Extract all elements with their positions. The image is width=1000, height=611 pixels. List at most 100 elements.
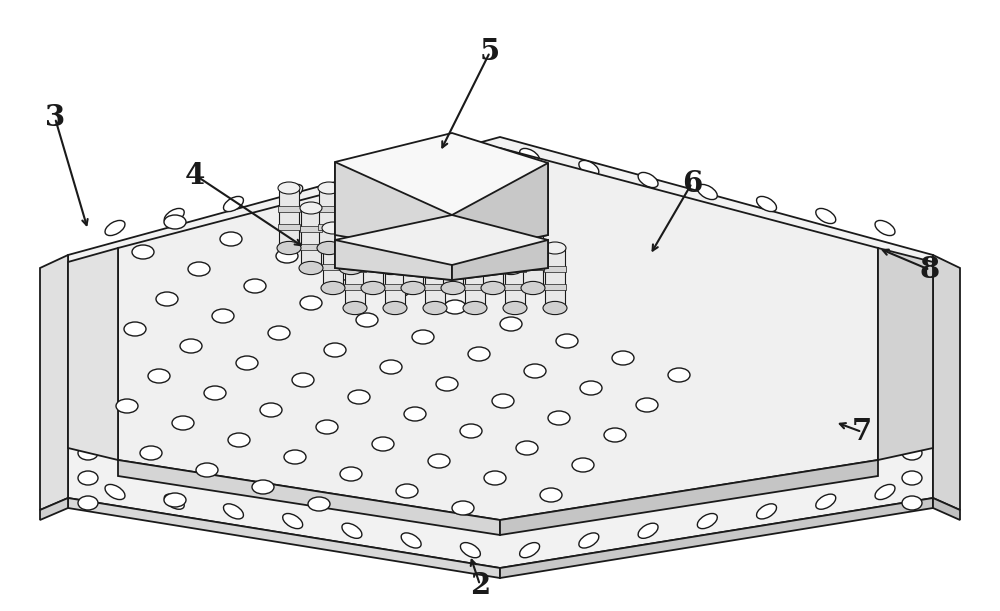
Ellipse shape [540, 488, 562, 502]
Ellipse shape [318, 182, 340, 194]
Ellipse shape [460, 424, 482, 438]
Ellipse shape [484, 471, 506, 485]
Polygon shape [403, 228, 423, 288]
Ellipse shape [544, 242, 566, 254]
Ellipse shape [78, 446, 98, 460]
Ellipse shape [164, 493, 186, 507]
Polygon shape [465, 248, 485, 308]
Ellipse shape [902, 396, 922, 410]
Ellipse shape [402, 222, 424, 234]
Ellipse shape [78, 471, 98, 485]
Polygon shape [438, 206, 460, 212]
Polygon shape [335, 240, 452, 280]
Ellipse shape [481, 282, 505, 295]
Polygon shape [68, 137, 933, 568]
Ellipse shape [902, 496, 922, 510]
Ellipse shape [423, 301, 447, 315]
Ellipse shape [902, 371, 922, 385]
Ellipse shape [428, 454, 450, 468]
Polygon shape [398, 206, 420, 212]
Text: 8: 8 [920, 255, 940, 285]
Ellipse shape [520, 543, 540, 558]
Ellipse shape [504, 242, 526, 254]
Ellipse shape [902, 321, 922, 335]
Ellipse shape [499, 262, 523, 274]
Polygon shape [344, 266, 366, 272]
Ellipse shape [388, 283, 410, 297]
Ellipse shape [380, 202, 402, 214]
Ellipse shape [308, 497, 330, 511]
Polygon shape [381, 208, 401, 268]
Ellipse shape [902, 296, 922, 310]
Polygon shape [500, 498, 933, 578]
Polygon shape [380, 244, 402, 250]
Ellipse shape [424, 242, 446, 254]
Polygon shape [323, 228, 343, 288]
Polygon shape [335, 133, 548, 255]
Ellipse shape [875, 221, 895, 236]
Polygon shape [340, 226, 362, 232]
Ellipse shape [463, 301, 487, 315]
Polygon shape [362, 246, 384, 252]
Ellipse shape [164, 215, 186, 229]
Polygon shape [380, 226, 402, 232]
Polygon shape [461, 208, 481, 268]
Ellipse shape [459, 262, 483, 274]
Polygon shape [442, 246, 464, 252]
Polygon shape [322, 246, 344, 252]
Ellipse shape [816, 208, 836, 224]
Ellipse shape [757, 196, 777, 211]
Polygon shape [362, 264, 384, 270]
Ellipse shape [343, 301, 367, 315]
Text: 7: 7 [852, 417, 872, 447]
Ellipse shape [300, 202, 322, 214]
Ellipse shape [116, 399, 138, 413]
Ellipse shape [78, 271, 98, 285]
Ellipse shape [464, 242, 486, 254]
Ellipse shape [543, 301, 567, 315]
Ellipse shape [124, 322, 146, 336]
Polygon shape [439, 188, 459, 248]
Ellipse shape [342, 523, 362, 538]
Ellipse shape [344, 242, 366, 254]
Polygon shape [504, 266, 526, 272]
Ellipse shape [223, 196, 243, 211]
Polygon shape [501, 208, 521, 268]
Polygon shape [483, 228, 503, 288]
Ellipse shape [284, 450, 306, 464]
Polygon shape [319, 188, 339, 248]
Ellipse shape [816, 494, 836, 509]
Ellipse shape [902, 421, 922, 435]
Ellipse shape [316, 420, 338, 434]
Ellipse shape [342, 172, 362, 188]
Ellipse shape [278, 182, 300, 194]
Polygon shape [522, 246, 544, 252]
Polygon shape [300, 226, 322, 232]
Ellipse shape [580, 381, 602, 395]
Polygon shape [933, 498, 960, 520]
Ellipse shape [361, 282, 385, 295]
Ellipse shape [902, 271, 922, 285]
Ellipse shape [78, 371, 98, 385]
Polygon shape [933, 255, 960, 510]
Polygon shape [545, 248, 565, 308]
Polygon shape [335, 162, 452, 255]
Ellipse shape [340, 467, 362, 481]
Ellipse shape [612, 351, 634, 365]
Polygon shape [335, 215, 548, 280]
Ellipse shape [321, 282, 345, 295]
Ellipse shape [384, 242, 406, 254]
Polygon shape [443, 228, 463, 288]
Ellipse shape [437, 241, 461, 255]
Ellipse shape [78, 421, 98, 435]
Ellipse shape [140, 446, 162, 460]
Ellipse shape [521, 282, 545, 295]
Ellipse shape [78, 496, 98, 510]
Ellipse shape [441, 282, 465, 295]
Ellipse shape [332, 266, 354, 280]
Polygon shape [278, 224, 300, 230]
Polygon shape [505, 248, 525, 308]
Ellipse shape [516, 441, 538, 455]
Ellipse shape [401, 533, 421, 548]
Ellipse shape [132, 245, 154, 259]
